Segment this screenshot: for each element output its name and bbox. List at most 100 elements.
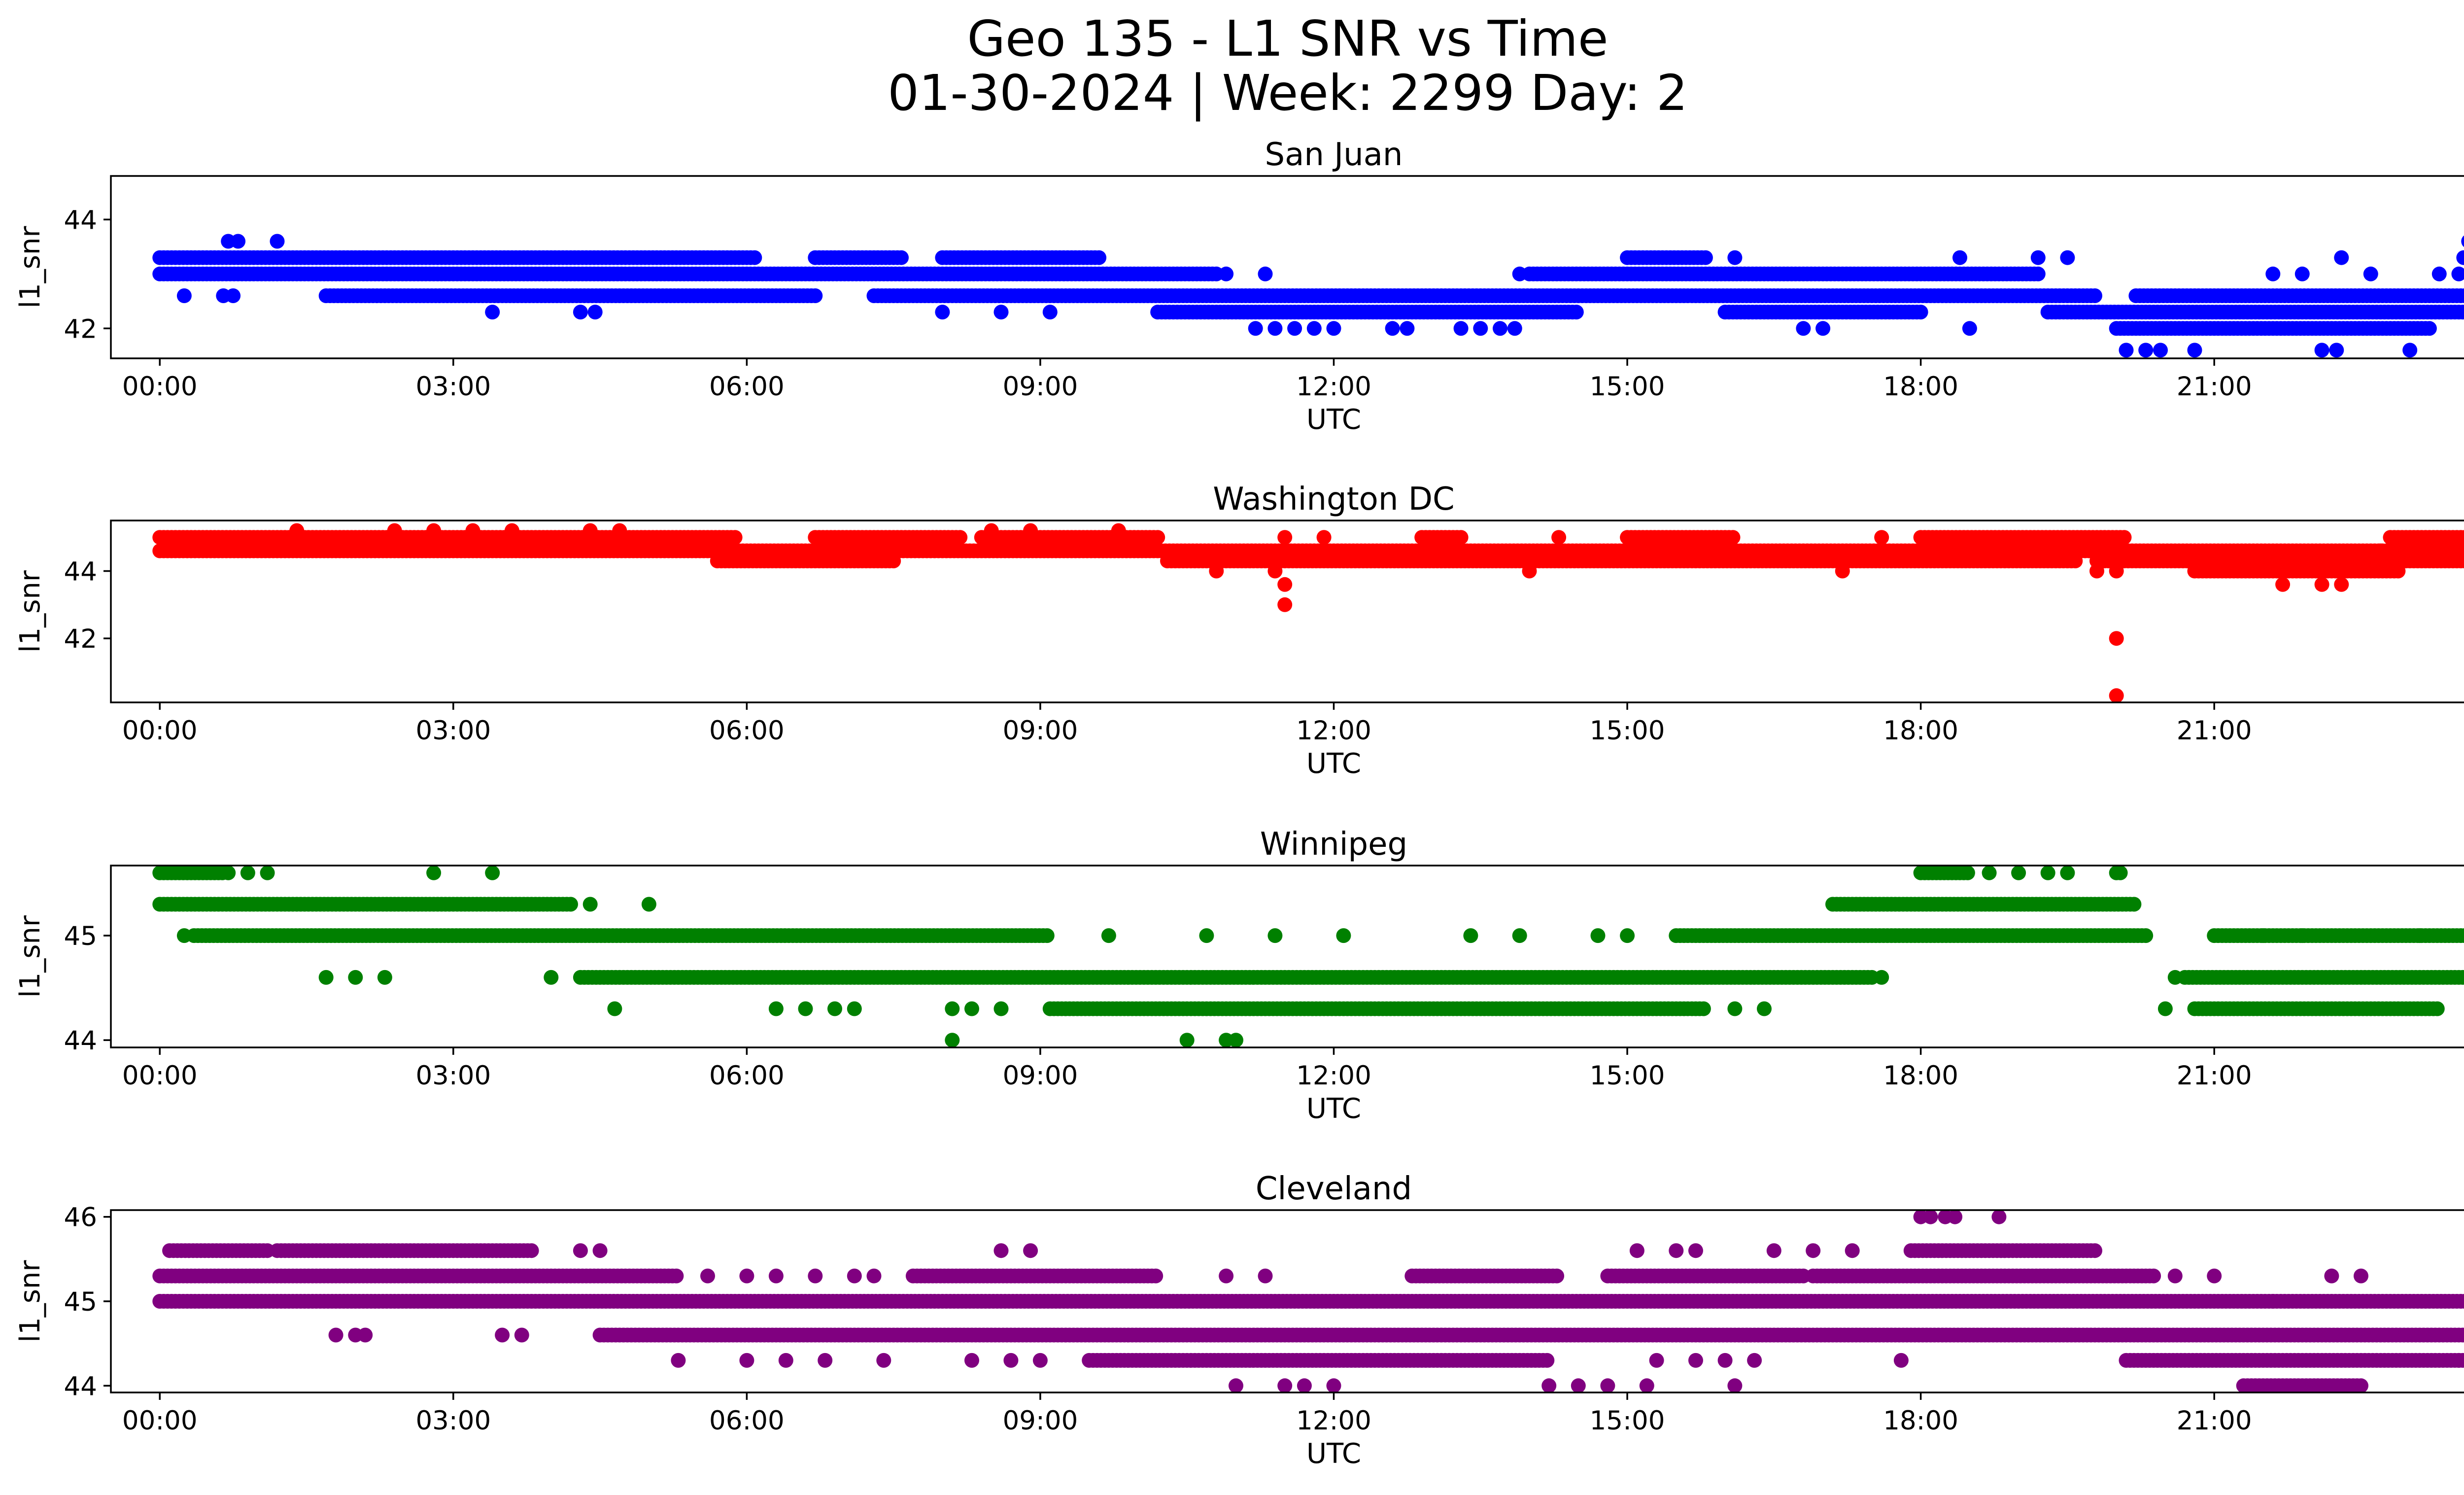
data-point [2391, 563, 2406, 579]
data-point [1229, 1033, 1243, 1047]
data-point [2088, 1243, 2102, 1258]
data-point [2430, 1001, 2445, 1016]
data-point [894, 250, 909, 265]
x-tick-label: 15:00 [1590, 716, 1665, 746]
data-point [426, 866, 442, 880]
data-point [1453, 321, 1469, 336]
x-tick-label: 06:00 [709, 372, 785, 402]
data-point [289, 523, 305, 538]
data-point [2040, 866, 2055, 880]
data-point [1277, 530, 1293, 545]
x-tick-label: 21:00 [2177, 716, 2252, 746]
data-point [1874, 530, 1889, 545]
data-point [1199, 928, 1214, 943]
data-point [2422, 321, 2437, 336]
data-point [2461, 235, 2464, 247]
data-point [964, 1001, 979, 1016]
data-points [152, 523, 2464, 702]
data-point [2294, 928, 2310, 943]
data-point [2459, 305, 2464, 319]
data-point [1336, 928, 1351, 943]
data-point [1620, 928, 1635, 943]
data-point [1473, 321, 1488, 336]
data-point [2153, 343, 2168, 358]
data-point [2256, 928, 2271, 943]
x-tick-label: 12:00 [1296, 1061, 1371, 1091]
data-point [747, 250, 762, 265]
x-tick-label: 12:00 [1296, 372, 1371, 402]
data-point [582, 897, 598, 912]
data-point [1874, 970, 1889, 985]
data-point [2146, 1268, 2161, 1284]
data-point [377, 970, 392, 985]
data-point [1815, 321, 1831, 336]
data-point [2402, 343, 2418, 358]
data-point [984, 523, 999, 538]
data-point [587, 305, 603, 320]
x-axis-label: UTC [1306, 404, 1361, 436]
data-point [1287, 321, 1302, 336]
subplot-title: San Juan [1265, 137, 1403, 173]
data-point [1507, 321, 1522, 336]
data-point [935, 305, 950, 320]
data-point [1101, 928, 1116, 943]
x-tick-label: 21:00 [2177, 1061, 2252, 1091]
x-tick-label: 09:00 [1003, 372, 1078, 402]
data-point [270, 234, 285, 249]
data-point [2334, 250, 2349, 265]
data-point [226, 288, 241, 303]
data-point [1727, 250, 1743, 265]
data-point [1385, 321, 1400, 336]
x-tick-label: 03:00 [415, 372, 491, 402]
data-point [260, 866, 275, 880]
data-point [1042, 305, 1058, 320]
data-point [2373, 543, 2388, 558]
data-point [1549, 1268, 1565, 1284]
x-tick-label: 18:00 [1883, 716, 1958, 746]
data-point [2030, 266, 2046, 281]
data-point [1982, 866, 1997, 880]
data-point [1551, 530, 1567, 545]
data-point [1179, 1033, 1195, 1047]
data-point [886, 554, 901, 568]
data-point [231, 234, 246, 249]
data-point [1962, 321, 1977, 336]
data-point [2119, 343, 2134, 358]
data-point [2275, 577, 2291, 592]
data-point [2138, 928, 2154, 943]
data-point [945, 1001, 960, 1016]
data-point [768, 1001, 784, 1016]
data-point [348, 970, 363, 985]
data-point [1326, 321, 1341, 336]
data-point [2167, 970, 2183, 985]
data-point [1512, 928, 1527, 943]
x-tick-label: 21:00 [2177, 372, 2252, 402]
data-point [1258, 266, 1273, 281]
y-tick-label: 44 [64, 205, 97, 235]
subplot-title: Washington DC [1213, 481, 1454, 518]
data-point [2157, 1001, 2173, 1016]
data-point [240, 866, 255, 880]
x-tick-label: 09:00 [1003, 716, 1078, 746]
data-point [2117, 530, 2132, 545]
y-tick-label: 44 [64, 557, 97, 587]
data-point [2138, 343, 2154, 358]
data-point [504, 523, 519, 538]
data-point [1039, 928, 1055, 943]
data-point [2126, 897, 2142, 912]
data-point [1277, 577, 1293, 592]
data-point [808, 288, 823, 303]
data-point [1277, 597, 1293, 612]
data-point [176, 928, 192, 943]
data-point [2456, 250, 2464, 265]
x-tick-label: 12:00 [1296, 716, 1371, 746]
data-point [176, 288, 192, 303]
data-point [2334, 577, 2349, 592]
x-tick-label: 18:00 [1883, 1061, 1958, 1091]
